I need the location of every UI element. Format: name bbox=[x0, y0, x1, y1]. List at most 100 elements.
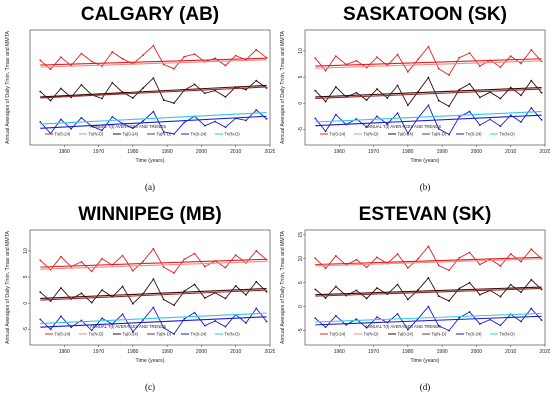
chart-svg: ESTEVAN (SK) 1960 1970 1980 1990 2000 2010 2020… bbox=[280, 204, 550, 392]
data-point-tx bbox=[255, 250, 258, 252]
data-point-tx bbox=[376, 56, 378, 59]
data-point-tn bbox=[234, 117, 237, 120]
data-point-ta bbox=[193, 83, 196, 86]
y-tick-label: 5 bbox=[298, 281, 304, 284]
x-axis-label: Time (years) bbox=[411, 158, 440, 164]
data-point-tx bbox=[183, 258, 186, 261]
trend-line-tx_nd bbox=[315, 258, 542, 267]
chart-title: SASKATOON (SK) bbox=[343, 4, 507, 25]
data-point-ta bbox=[458, 287, 461, 290]
chart-svg: SASKATOON (SK) 1960 1970 1980 1990 2000 2010 20… bbox=[280, 4, 550, 192]
data-point-ta bbox=[355, 289, 358, 292]
data-point-ta bbox=[499, 295, 502, 298]
legend-label: Tn(N-D) bbox=[500, 332, 516, 337]
data-point-tn bbox=[131, 127, 134, 130]
data-point-tn bbox=[540, 119, 543, 121]
data-point-tx bbox=[203, 265, 206, 268]
trend-line-ta bbox=[40, 287, 267, 300]
y-tick-label: -5 bbox=[23, 327, 29, 332]
data-point-tn bbox=[142, 319, 145, 321]
data-point-ta bbox=[265, 87, 268, 89]
data-point-tx bbox=[324, 267, 327, 270]
data-point-ta bbox=[355, 91, 358, 94]
data-point-tx bbox=[489, 258, 492, 261]
data-point-tn bbox=[142, 120, 145, 122]
data-point-tn bbox=[530, 307, 533, 310]
x-tick-label: 1960 bbox=[334, 149, 345, 155]
data-point-ta bbox=[417, 90, 420, 93]
y-tick-label: 0 bbox=[298, 305, 304, 308]
data-point-tx bbox=[530, 48, 533, 51]
data-point-tn bbox=[406, 132, 409, 135]
data-point-ta bbox=[101, 289, 103, 292]
data-point-ta bbox=[142, 292, 145, 295]
data-point-ta bbox=[152, 278, 155, 281]
data-point-tn bbox=[386, 321, 389, 324]
x-axis-label: Time (years) bbox=[136, 358, 165, 364]
data-point-ta bbox=[376, 88, 378, 90]
data-point-tn bbox=[334, 113, 337, 116]
data-point-ta bbox=[478, 293, 481, 296]
y-axis-label: Annual Averages of Daily Tmin, Tmax and … bbox=[280, 31, 286, 144]
data-point-ta bbox=[437, 295, 440, 298]
data-point-tx bbox=[499, 66, 502, 69]
data-point-tn bbox=[478, 124, 481, 127]
data-point-tn bbox=[540, 319, 543, 321]
data-point-tn bbox=[255, 109, 258, 111]
x-tick-label: 1960 bbox=[334, 349, 345, 355]
legend-label: Ta(0-24) bbox=[398, 132, 414, 137]
data-point-tx bbox=[448, 269, 450, 272]
trend-line-tx bbox=[40, 57, 267, 66]
data-point-ta bbox=[224, 297, 227, 300]
legend-label: Tn(N-D) bbox=[225, 332, 241, 337]
data-point-tx bbox=[59, 56, 62, 59]
data-point-tx bbox=[345, 63, 348, 66]
x-tick-label: 2020 bbox=[539, 149, 550, 155]
data-point-ta bbox=[406, 298, 409, 301]
x-tick-label: 1970 bbox=[368, 349, 379, 355]
data-point-tn bbox=[90, 329, 93, 332]
chart-svg: CALGARY (AB) 1960 1970 1980 1990 2000 2010 2020… bbox=[5, 4, 275, 192]
chart-panel-estevan: ESTEVAN (SK) 1960 1970 1980 1990 2000 2010 2020… bbox=[275, 200, 550, 400]
data-point-tx bbox=[478, 263, 481, 266]
data-point-ta bbox=[224, 96, 227, 98]
data-point-tn bbox=[121, 313, 124, 316]
data-point-ta bbox=[183, 290, 186, 293]
legend-title: ANNUAL T(t) AVERAGES AND TRENDS bbox=[365, 324, 441, 329]
data-point-ta bbox=[142, 87, 145, 89]
data-point-tx bbox=[406, 70, 409, 73]
legend-label: Tx(N-D) bbox=[89, 332, 104, 337]
y-tick-label: 10 bbox=[298, 256, 304, 262]
x-tick-label: 1980 bbox=[127, 149, 138, 155]
data-point-tn bbox=[376, 316, 378, 319]
legend-label: Tn(0-24) bbox=[466, 332, 483, 337]
chart-panel-winnipeg: WINNIPEG (MB) 1960 1970 1980 1990 2000 2010 202… bbox=[0, 200, 275, 400]
data-point-tx bbox=[520, 260, 522, 263]
data-point-ta bbox=[406, 104, 409, 107]
data-point-ta bbox=[509, 86, 512, 89]
data-point-ta bbox=[376, 287, 378, 289]
data-point-tx bbox=[39, 259, 42, 262]
trend-line-tn bbox=[40, 316, 267, 328]
trend-line-tn_nd bbox=[40, 112, 267, 125]
chart-panel-saskatoon: SASKATOON (SK) 1960 1970 1980 1990 2000 2010 20… bbox=[275, 0, 550, 200]
legend-label: Tn(0-24) bbox=[191, 332, 208, 337]
data-point-ta bbox=[530, 79, 533, 82]
data-point-tn bbox=[152, 110, 155, 113]
trend-line-tx bbox=[315, 256, 542, 266]
data-point-ta bbox=[80, 83, 83, 86]
data-point-ta bbox=[90, 301, 93, 304]
chart-title: CALGARY (AB) bbox=[81, 4, 219, 25]
data-point-ta bbox=[478, 96, 481, 99]
data-point-ta bbox=[255, 280, 258, 283]
data-point-tn bbox=[376, 115, 378, 118]
data-point-tn bbox=[386, 123, 389, 125]
x-tick-label: 1960 bbox=[59, 149, 70, 155]
y-tick-label: -5 bbox=[298, 127, 304, 132]
trend-line-tn bbox=[315, 315, 542, 326]
trend-line-tn_nd bbox=[315, 312, 542, 323]
data-point-tx bbox=[224, 266, 227, 269]
x-tick-label: 1970 bbox=[93, 349, 104, 355]
data-point-ta bbox=[59, 87, 62, 90]
data-point-tn bbox=[80, 319, 83, 322]
